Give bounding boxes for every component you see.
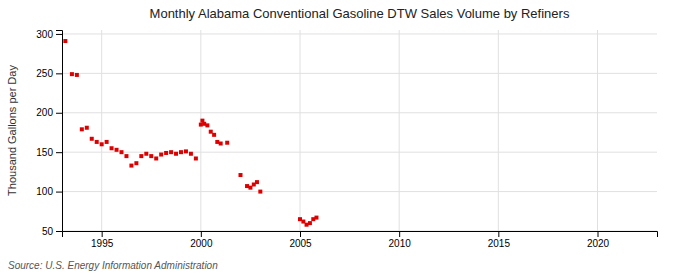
x-tick-mark bbox=[300, 231, 301, 237]
y-axis-title: Thousand Gallons per Day bbox=[6, 65, 18, 196]
x-tick: 2020 bbox=[587, 231, 610, 249]
point bbox=[194, 156, 198, 160]
point bbox=[189, 152, 193, 156]
point bbox=[239, 173, 243, 177]
point bbox=[80, 127, 84, 131]
point bbox=[225, 141, 229, 145]
chart: 1995 2000 2005 2010 2015 2020 50 100 150 200 250 30… bbox=[0, 0, 675, 275]
grid-line-x bbox=[498, 30, 499, 231]
y-tick-mark bbox=[56, 152, 62, 153]
x-tick: 2005 bbox=[289, 231, 312, 249]
y-tick: 150 bbox=[36, 147, 62, 158]
annotation: Source: U.S. Energy Information Administ… bbox=[8, 260, 218, 271]
grid-line-y bbox=[62, 73, 657, 74]
point bbox=[308, 221, 312, 225]
x-tick: 2010 bbox=[389, 231, 412, 249]
x-axis-line bbox=[63, 232, 658, 238]
grid-line-y bbox=[62, 191, 657, 192]
points bbox=[63, 39, 318, 227]
y-tick-label: 300 bbox=[36, 29, 53, 40]
point bbox=[219, 142, 223, 146]
point bbox=[70, 72, 74, 76]
grid-line-x bbox=[101, 30, 102, 231]
point bbox=[124, 154, 128, 158]
x-tick-mark bbox=[399, 231, 400, 237]
x-tick: 1995 bbox=[91, 231, 114, 249]
title: Monthly Alabama Conventional Gasoline DT… bbox=[150, 6, 570, 21]
x-tick: 2015 bbox=[488, 231, 511, 249]
y-tick-mark bbox=[56, 231, 62, 232]
y-tick-mark bbox=[56, 113, 62, 114]
point bbox=[110, 146, 114, 150]
point bbox=[205, 123, 209, 127]
x-tick-mark bbox=[102, 231, 103, 237]
grid-line-y bbox=[62, 112, 657, 113]
point bbox=[63, 39, 67, 43]
y-tick-label: 250 bbox=[36, 68, 53, 79]
point bbox=[255, 180, 259, 184]
y-tick-label: 200 bbox=[36, 107, 53, 118]
grid bbox=[62, 30, 657, 231]
point bbox=[105, 140, 109, 144]
point bbox=[139, 154, 143, 158]
grid-line-y bbox=[62, 152, 657, 153]
x-tick-mark bbox=[498, 231, 499, 237]
grid-line-x bbox=[300, 30, 301, 231]
x-tick-label: 2000 bbox=[190, 238, 213, 249]
x-axis: 1995 2000 2005 2010 2015 2020 bbox=[63, 231, 658, 249]
point bbox=[169, 150, 173, 154]
y-tick-label: 50 bbox=[42, 226, 54, 237]
point bbox=[154, 156, 158, 160]
y-tick: 200 bbox=[36, 107, 62, 118]
point bbox=[120, 150, 124, 154]
y-axis: 50 100 150 200 250 300 bbox=[36, 29, 62, 237]
y-tick-mark bbox=[56, 73, 62, 74]
point bbox=[144, 152, 148, 156]
point bbox=[129, 164, 133, 168]
y-tick-label: 100 bbox=[36, 186, 53, 197]
point bbox=[134, 161, 138, 165]
y-tick: 50 bbox=[42, 226, 62, 237]
y-tick: 300 bbox=[36, 29, 62, 40]
point bbox=[149, 154, 153, 158]
y-tick-mark bbox=[56, 34, 62, 35]
y-axis-line bbox=[56, 31, 63, 232]
y-tick-label: 150 bbox=[36, 147, 53, 158]
grid-line-x bbox=[399, 30, 400, 231]
y-tick: 100 bbox=[36, 186, 62, 197]
point bbox=[115, 148, 119, 152]
point bbox=[184, 149, 188, 153]
point bbox=[75, 73, 79, 77]
x-tick-label: 2005 bbox=[289, 238, 312, 249]
point bbox=[95, 140, 99, 144]
grid-line-y bbox=[62, 33, 657, 34]
x-tick-label: 2010 bbox=[389, 238, 412, 249]
point bbox=[85, 126, 89, 130]
x-tick-label: 2020 bbox=[587, 238, 610, 249]
x-tick-mark bbox=[201, 231, 202, 237]
plot-area: 1995 2000 2005 2010 2015 2020 50 100 150 200 250 30… bbox=[36, 29, 657, 249]
x-tick-label: 2015 bbox=[488, 238, 511, 249]
point bbox=[159, 153, 163, 157]
x-tick-label: 1995 bbox=[91, 238, 114, 249]
grid-line-x bbox=[597, 30, 598, 231]
x-tick: 2000 bbox=[190, 231, 213, 249]
point bbox=[90, 137, 94, 141]
point bbox=[164, 151, 168, 155]
y-tick-mark bbox=[56, 192, 62, 193]
point bbox=[314, 216, 318, 220]
grid-line-x bbox=[200, 30, 201, 231]
point bbox=[212, 133, 216, 137]
point bbox=[179, 150, 183, 154]
point bbox=[100, 142, 104, 146]
y-tick: 250 bbox=[36, 68, 62, 79]
point bbox=[174, 152, 178, 156]
point bbox=[258, 190, 262, 194]
x-tick-mark bbox=[598, 231, 599, 237]
